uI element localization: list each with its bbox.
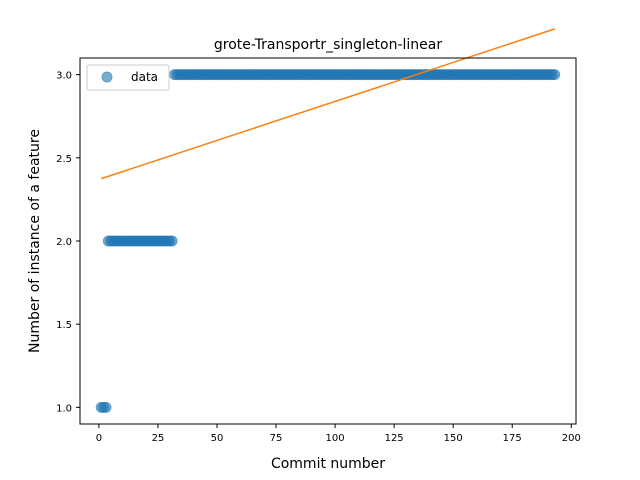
x-axis: 0 25 50 75 100 125 150 175 200 — [96, 424, 581, 444]
x-tick-label: 100 — [326, 433, 345, 444]
x-axis-label: Commit number — [271, 456, 385, 472]
y-tick-label: 2.0 — [56, 237, 72, 248]
trend-line — [101, 28, 555, 180]
legend: data — [86, 64, 170, 91]
y-tick-label: 1.5 — [56, 320, 72, 331]
y-tick-label: 1.0 — [56, 403, 72, 414]
legend-marker-data — [101, 71, 113, 83]
plot-area — [95, 28, 561, 413]
x-tick-label: 200 — [562, 433, 581, 444]
x-tick-label: 50 — [211, 433, 224, 444]
x-tick-label: 75 — [270, 433, 283, 444]
x-tick-label: 175 — [503, 433, 522, 444]
legend-label-data: data — [131, 70, 158, 84]
data-point — [100, 401, 112, 413]
y-tick-label: 2.5 — [56, 154, 72, 165]
x-tick-label: 125 — [385, 433, 404, 444]
x-tick-label: 150 — [444, 433, 463, 444]
legend-box — [86, 64, 170, 91]
chart-title: grote-Transportr_singleton-linear — [214, 37, 442, 53]
x-tick-label: 25 — [152, 433, 165, 444]
data-point — [549, 69, 561, 81]
y-axis: 1.0 1.5 2.0 2.5 3.0 — [56, 71, 80, 414]
y-axis-label: Number of instance of a feature — [27, 129, 43, 353]
data-point — [166, 235, 178, 247]
x-tick-label: 0 — [96, 433, 102, 444]
y-tick-label: 3.0 — [56, 71, 72, 82]
